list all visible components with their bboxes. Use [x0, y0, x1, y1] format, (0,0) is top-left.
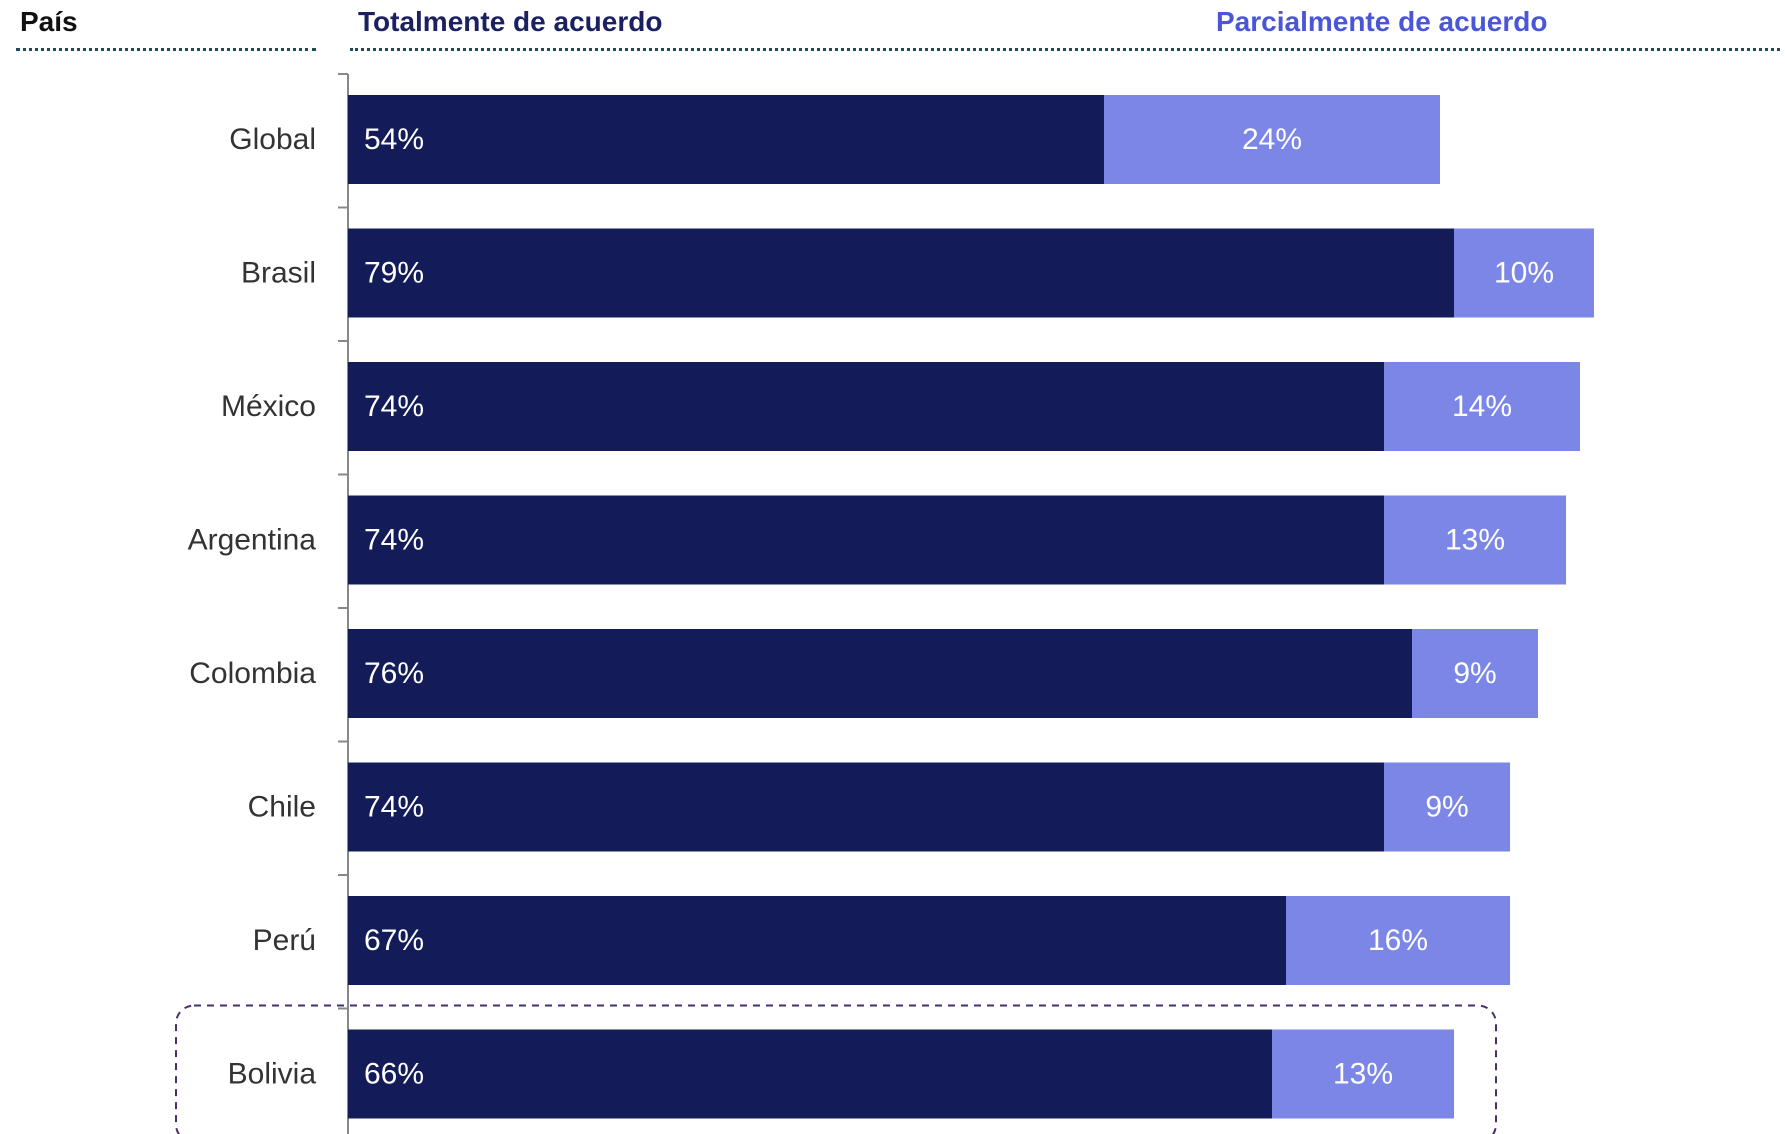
bar-partial-argentina: [1384, 495, 1566, 585]
column-header-country: País: [20, 6, 78, 37]
bar-total-perú: [348, 896, 1286, 985]
header-divider-chart: [350, 48, 1780, 51]
category-label-argentina: Argentina: [188, 524, 317, 557]
category-label-bolivia: Bolivia: [228, 1058, 317, 1091]
bar-total-global: [348, 95, 1104, 184]
category-label-méxico: México: [221, 390, 316, 423]
data-label-total: 74%: [364, 390, 424, 423]
bar-partial-global: [1104, 95, 1440, 184]
category-label-colombia: Colombia: [189, 657, 316, 690]
bar-total-chile: [348, 762, 1384, 852]
bar-partial-perú: [1286, 896, 1510, 985]
data-label-total: 79%: [364, 257, 424, 290]
bar-partial-colombia: [1412, 629, 1538, 718]
data-label-total: 66%: [364, 1058, 424, 1091]
data-label-total: 76%: [364, 657, 424, 690]
legend-partial-agree: Parcialmente de acuerdo: [1216, 6, 1548, 37]
legend-total-agree: Totalmente de acuerdo: [358, 6, 663, 37]
header-divider-country: [16, 48, 316, 51]
data-label-partial: 16%: [1368, 924, 1428, 957]
data-label-partial: 24%: [1242, 123, 1302, 156]
bar-partial-bolivia: [1272, 1029, 1454, 1119]
bar-partial-chile: [1384, 762, 1510, 852]
data-label-partial: 14%: [1452, 390, 1512, 423]
bar-partial-brasil: [1454, 228, 1594, 318]
bar-total-méxico: [348, 362, 1384, 451]
data-label-partial: 13%: [1333, 1058, 1393, 1091]
data-label-total: 67%: [364, 924, 424, 957]
bar-total-argentina: [348, 495, 1384, 585]
bar-partial-méxico: [1384, 362, 1580, 451]
category-label-brasil: Brasil: [241, 257, 316, 290]
data-label-partial: 9%: [1453, 657, 1496, 690]
bar-total-brasil: [348, 228, 1454, 318]
category-label-global: Global: [229, 123, 316, 156]
data-label-partial: 10%: [1494, 257, 1554, 290]
bar-total-colombia: [348, 629, 1412, 718]
data-label-total: 74%: [364, 791, 424, 824]
category-label-perú: Perú: [253, 924, 316, 957]
data-label-total: 54%: [364, 123, 424, 156]
data-label-partial: 13%: [1445, 524, 1505, 557]
data-label-partial: 9%: [1425, 791, 1468, 824]
bar-total-bolivia: [348, 1029, 1272, 1119]
highlight-box: [175, 1004, 1497, 1134]
category-label-chile: Chile: [248, 791, 316, 824]
data-label-total: 74%: [364, 524, 424, 557]
